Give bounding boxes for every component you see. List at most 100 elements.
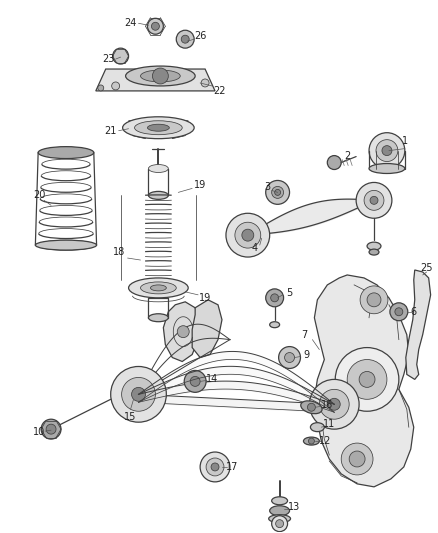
Ellipse shape [35, 240, 97, 250]
Polygon shape [192, 300, 222, 358]
Circle shape [190, 376, 200, 386]
Text: 18: 18 [113, 247, 125, 257]
Text: 13: 13 [288, 502, 300, 512]
Circle shape [211, 463, 219, 471]
Text: 21: 21 [105, 126, 117, 136]
Circle shape [359, 372, 375, 387]
Circle shape [276, 520, 283, 528]
Ellipse shape [148, 165, 168, 173]
Circle shape [395, 308, 403, 316]
Text: 19: 19 [199, 293, 211, 303]
Circle shape [390, 303, 408, 321]
Text: 6: 6 [411, 307, 417, 317]
Ellipse shape [268, 515, 290, 523]
Circle shape [272, 187, 283, 198]
Ellipse shape [129, 278, 188, 298]
Polygon shape [129, 119, 145, 139]
Ellipse shape [369, 164, 405, 173]
Circle shape [341, 443, 373, 475]
Text: 9: 9 [304, 350, 310, 360]
Text: 15: 15 [124, 412, 137, 422]
Circle shape [349, 451, 365, 467]
Ellipse shape [134, 121, 182, 135]
Text: 24: 24 [124, 18, 137, 28]
Ellipse shape [270, 506, 290, 516]
Circle shape [285, 352, 294, 362]
Circle shape [46, 424, 56, 434]
Text: 26: 26 [194, 31, 206, 41]
Circle shape [152, 22, 159, 30]
Text: 2: 2 [344, 151, 350, 160]
Circle shape [319, 389, 349, 419]
Polygon shape [170, 119, 188, 139]
Circle shape [111, 367, 166, 422]
Ellipse shape [272, 497, 288, 505]
Ellipse shape [301, 401, 322, 414]
Circle shape [272, 516, 288, 531]
Circle shape [176, 30, 194, 48]
Ellipse shape [150, 285, 166, 291]
Text: 12: 12 [319, 436, 332, 446]
Circle shape [266, 181, 290, 204]
Circle shape [112, 82, 120, 90]
Circle shape [177, 326, 189, 337]
Polygon shape [96, 69, 215, 91]
Circle shape [184, 370, 206, 392]
Ellipse shape [126, 66, 195, 86]
Text: 11: 11 [323, 419, 336, 429]
Circle shape [122, 377, 155, 411]
Circle shape [131, 387, 145, 401]
Polygon shape [406, 270, 431, 379]
Circle shape [271, 294, 279, 302]
Ellipse shape [148, 124, 170, 131]
Circle shape [148, 18, 163, 34]
Ellipse shape [367, 242, 381, 250]
Text: 3: 3 [265, 182, 271, 192]
Ellipse shape [148, 191, 168, 199]
Text: 23: 23 [102, 54, 115, 64]
Polygon shape [163, 302, 200, 361]
Ellipse shape [148, 314, 168, 322]
Ellipse shape [141, 70, 180, 82]
Circle shape [307, 403, 315, 411]
Circle shape [308, 438, 314, 444]
Ellipse shape [270, 322, 279, 328]
Circle shape [98, 85, 104, 91]
Circle shape [113, 48, 129, 64]
Polygon shape [314, 275, 414, 487]
Circle shape [382, 146, 392, 156]
Circle shape [226, 213, 270, 257]
Circle shape [328, 398, 340, 410]
Ellipse shape [369, 249, 379, 255]
Text: 10: 10 [33, 427, 45, 437]
Ellipse shape [311, 423, 324, 432]
Ellipse shape [304, 437, 319, 445]
Circle shape [181, 35, 189, 43]
Circle shape [309, 379, 359, 429]
Circle shape [347, 360, 387, 399]
Text: 16: 16 [321, 400, 333, 410]
Text: 17: 17 [226, 462, 238, 472]
Circle shape [266, 289, 283, 307]
Circle shape [200, 452, 230, 482]
Text: 14: 14 [206, 374, 218, 384]
Circle shape [335, 348, 399, 411]
Circle shape [356, 182, 392, 218]
Ellipse shape [38, 147, 94, 158]
Circle shape [152, 68, 168, 84]
Ellipse shape [141, 282, 176, 294]
Text: 5: 5 [286, 288, 293, 298]
Circle shape [376, 140, 398, 161]
Text: 4: 4 [252, 243, 258, 253]
Text: 20: 20 [33, 190, 46, 200]
Circle shape [279, 346, 300, 368]
Circle shape [367, 293, 381, 307]
Circle shape [364, 190, 384, 211]
Circle shape [41, 419, 61, 439]
Text: 19: 19 [194, 181, 206, 190]
Text: 25: 25 [420, 263, 433, 273]
Text: 1: 1 [402, 136, 408, 146]
Text: 7: 7 [301, 329, 307, 340]
Circle shape [242, 229, 254, 241]
Circle shape [369, 133, 405, 168]
